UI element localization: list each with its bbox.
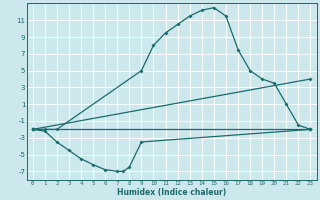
X-axis label: Humidex (Indice chaleur): Humidex (Indice chaleur)	[117, 188, 226, 197]
